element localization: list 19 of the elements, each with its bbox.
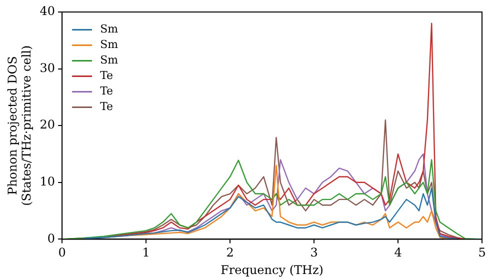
legend-label: Te xyxy=(100,84,114,98)
y-tick-label: 0 xyxy=(47,231,56,246)
x-tick-label: 5 xyxy=(478,246,486,260)
y-tick-label: 20 xyxy=(40,118,56,132)
legend-label: Sm xyxy=(100,22,119,36)
y-axis-title: Phonon projected DOS (States/THz·primitive cell) xyxy=(5,45,34,206)
y-tick-label: 10 xyxy=(40,174,56,189)
legend-label: Te xyxy=(100,69,114,82)
y-tick-label: 40 xyxy=(40,4,56,18)
x-tick-label: 0 xyxy=(58,246,66,260)
x-tick-label: 3 xyxy=(310,246,318,260)
x-axis-title: Frequency (THz) xyxy=(220,262,324,277)
x-tick-label: 2 xyxy=(226,246,234,260)
x-tick-label: 4 xyxy=(394,246,402,260)
y-tick-label: 30 xyxy=(40,60,56,75)
legend-label: Sm xyxy=(100,38,119,52)
legend-label: Sm xyxy=(100,54,119,67)
legend-label: Te xyxy=(100,100,114,114)
x-tick-label: 1 xyxy=(142,246,150,260)
